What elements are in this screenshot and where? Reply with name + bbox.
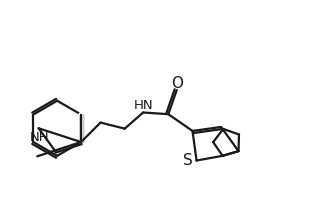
- Text: O: O: [171, 76, 183, 91]
- Text: NH: NH: [30, 131, 49, 144]
- Text: HN: HN: [133, 99, 153, 112]
- Text: S: S: [183, 153, 193, 168]
